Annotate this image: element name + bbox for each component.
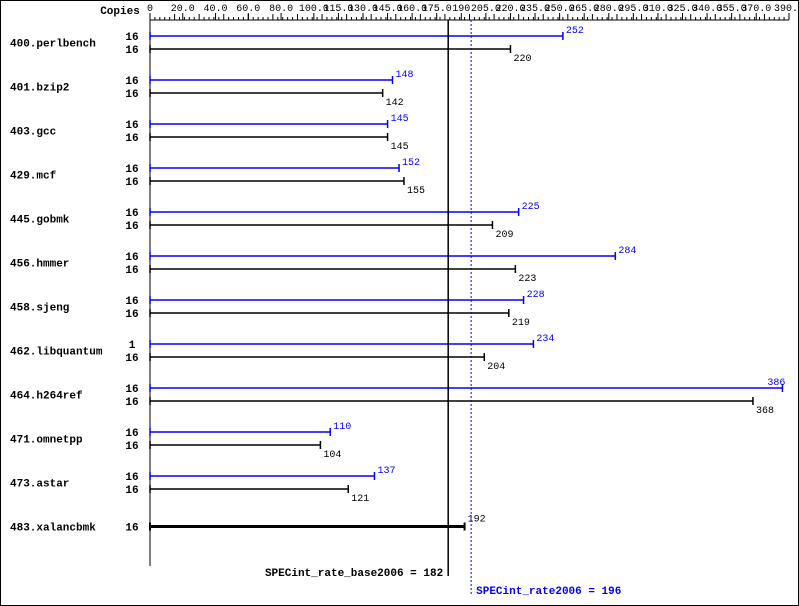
copies-peak: 16 xyxy=(125,472,138,484)
benchmark-name: 473.astar xyxy=(10,479,69,491)
axis-label: 20.0 xyxy=(171,4,195,15)
peak-value-label: 284 xyxy=(618,246,636,257)
copies-base: 16 xyxy=(125,441,138,453)
chart-svg: 020.040.060.080.0100.0115.0130.0145.0160… xyxy=(0,0,799,606)
copies-peak: 16 xyxy=(125,164,138,176)
base-value-label: 121 xyxy=(351,494,369,505)
axis-label: 370.0 xyxy=(741,4,771,15)
summary-peak-label: SPECint_rate2006 = 196 xyxy=(476,586,621,598)
copies-peak: 16 xyxy=(125,120,138,132)
copies-peak: 16 xyxy=(125,208,138,220)
benchmark-name: 403.gcc xyxy=(10,127,56,139)
spec-rate-chart: 020.040.060.080.0100.0115.0130.0145.0160… xyxy=(0,0,799,606)
copies-base: 16 xyxy=(125,45,138,57)
peak-value-label: 110 xyxy=(333,422,351,433)
peak-value-label: 145 xyxy=(391,114,409,125)
copies-base: 16 xyxy=(125,133,138,145)
benchmark-name: 400.perlbench xyxy=(10,39,96,51)
base-value-label: 219 xyxy=(512,318,530,329)
copies-base: 16 xyxy=(125,221,138,233)
peak-value-label: 148 xyxy=(395,70,413,81)
base-value-label: 192 xyxy=(468,515,486,526)
copies-base: 16 xyxy=(125,177,138,189)
axis-label: 60.0 xyxy=(236,4,260,15)
peak-value-label: 137 xyxy=(377,466,395,477)
peak-value-label: 252 xyxy=(566,26,584,37)
peak-value-label: 386 xyxy=(767,378,785,389)
base-value-label: 155 xyxy=(407,186,425,197)
summary-base-label: SPECint_rate_base2006 = 182 xyxy=(265,568,443,580)
benchmark-name: 401.bzip2 xyxy=(10,83,69,95)
base-value-label: 220 xyxy=(513,54,531,65)
benchmark-name: 458.sjeng xyxy=(10,303,69,315)
benchmark-name: 483.xalancbmk xyxy=(10,523,96,535)
copies-peak: 16 xyxy=(125,384,138,396)
copies-peak: 16 xyxy=(125,252,138,264)
copies-base: 16 xyxy=(125,397,138,409)
peak-value-label: 228 xyxy=(527,290,545,301)
base-value-label: 368 xyxy=(756,406,774,417)
benchmark-name: 471.omnetpp xyxy=(10,435,83,447)
axis-label: 175.0 xyxy=(422,4,452,15)
peak-value-label: 152 xyxy=(402,158,420,169)
copies-base: 16 xyxy=(125,309,138,321)
chart-frame xyxy=(1,1,799,606)
axis-label: 390.0 xyxy=(774,4,799,15)
base-value-label: 223 xyxy=(518,274,536,285)
base-value-label: 142 xyxy=(386,98,404,109)
benchmark-name: 445.gobmk xyxy=(10,215,70,227)
base-value-label: 204 xyxy=(487,362,505,373)
copies-base: 16 xyxy=(125,89,138,101)
axis-label: 190 xyxy=(452,4,470,15)
copies-header: Copies xyxy=(100,6,140,18)
copies-peak: 16 xyxy=(125,76,138,88)
copies-peak: 16 xyxy=(125,32,138,44)
copies-base: 16 xyxy=(125,485,138,497)
copies-peak: 16 xyxy=(125,296,138,308)
peak-value-label: 234 xyxy=(536,334,554,345)
base-value-label: 145 xyxy=(391,142,409,153)
benchmark-name: 464.h264ref xyxy=(10,391,83,403)
copies-base: 16 xyxy=(125,265,138,277)
benchmark-name: 429.mcf xyxy=(10,171,57,183)
copies-peak: 1 xyxy=(129,340,136,352)
axis-label: 80.0 xyxy=(269,4,293,15)
base-value-label: 104 xyxy=(323,450,341,461)
peak-value-label: 225 xyxy=(522,202,540,213)
copies-base: 16 xyxy=(125,353,138,365)
copies-peak: 16 xyxy=(125,428,138,440)
copies-base: 16 xyxy=(125,523,138,535)
benchmark-name: 462.libquantum xyxy=(10,347,103,359)
benchmark-name: 456.hmmer xyxy=(10,259,69,271)
axis-label: 40.0 xyxy=(204,4,228,15)
axis-label: 0 xyxy=(147,4,153,15)
base-value-label: 209 xyxy=(495,230,513,241)
